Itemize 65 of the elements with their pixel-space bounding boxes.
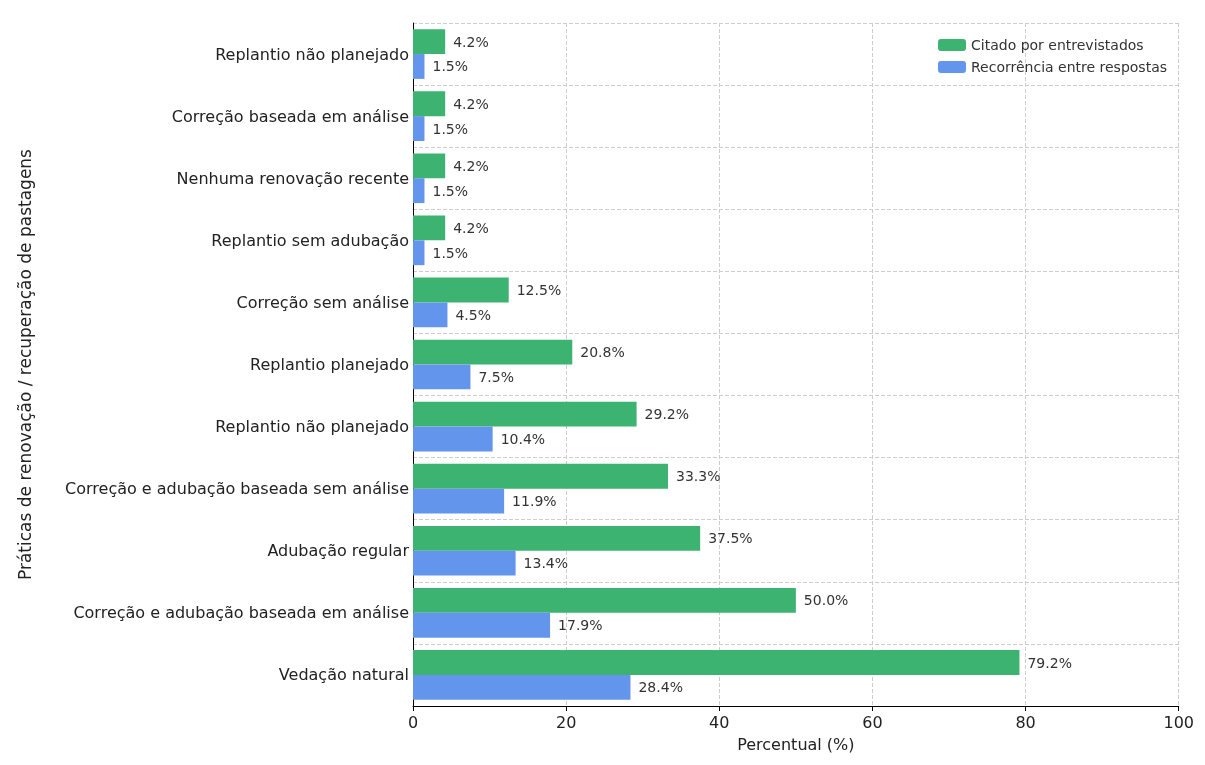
data-label: 13.4% [523,555,569,572]
x-tick-label: 20 [555,712,577,732]
x-tick-label: 80 [1015,712,1036,732]
y-tick-label: Correção e adubação baseada em análise [73,603,409,623]
data-label: 50.0% [803,592,849,609]
x-tick-label: 40 [709,712,730,732]
bar [413,302,448,328]
bar [413,612,551,638]
bar [413,650,1020,675]
y-tick-label: Correção e adubação baseada sem análise [65,479,409,499]
y-tick-label: Vedação natural [278,665,409,685]
data-label: 4.2% [453,95,489,112]
bar [413,525,701,551]
data-label: 4.2% [453,157,489,174]
bar [413,426,493,452]
data-label: 4.2% [453,219,489,236]
data-label: 1.5% [432,244,469,261]
bar [413,178,425,204]
bar [413,153,446,179]
data-label: 33.3% [675,468,721,485]
data-label: 17.9% [558,617,603,634]
data-label: 7.5% [478,368,515,385]
y-tick-label: Adubação regular [267,541,410,561]
bar [413,364,471,390]
bar [413,240,425,266]
bar [413,401,637,427]
y-tick-label: Correção sem análise [236,292,409,312]
bar [413,215,446,241]
data-label: 29.2% [644,406,690,423]
legend-label: Citado por entrevistados [971,37,1144,53]
y-tick-label: Correção baseada em análise [171,106,409,126]
data-label: 28.4% [638,679,683,696]
bar [413,116,425,141]
x-axis-title: Percentual (%) [737,734,855,754]
data-label: 10.4% [500,431,546,448]
y-tick-label: Replantio não planejado [215,44,409,64]
data-label: 11.9% [512,493,557,510]
x-tick-label: 100 [1163,712,1194,732]
bar [413,488,505,514]
data-label: 37.5% [708,530,753,547]
y-axis-title: Práticas de renovação / recuperação de pastagens [14,148,35,580]
legend-label: Recorrência entre respostas [971,59,1168,75]
y-tick-label: Nenhuma renovação recente [176,168,409,188]
data-label: 4.5% [455,306,492,323]
y-tick-label: Replantio sem adubação [211,230,409,250]
data-label: 12.5% [516,281,562,298]
data-label: 20.8% [580,344,625,361]
x-tick-label: 60 [862,712,883,732]
bar [413,339,573,365]
bar [413,463,668,489]
data-label: 1.5% [432,182,469,199]
bar [413,588,796,613]
y-tick-label: Replantio planejado [250,355,409,374]
data-label: 4.2% [453,33,489,50]
x-tick-label: 0 [407,712,419,732]
bar [413,277,509,303]
bar [413,674,631,700]
y-tick-label: Replantio não planejado [215,417,409,437]
bar [413,29,446,55]
bar [413,550,516,576]
bar [413,91,446,117]
bar [413,54,425,79]
data-label: 1.5% [432,58,469,75]
data-label: 1.5% [432,120,469,137]
data-label: 79.2% [1027,654,1072,671]
